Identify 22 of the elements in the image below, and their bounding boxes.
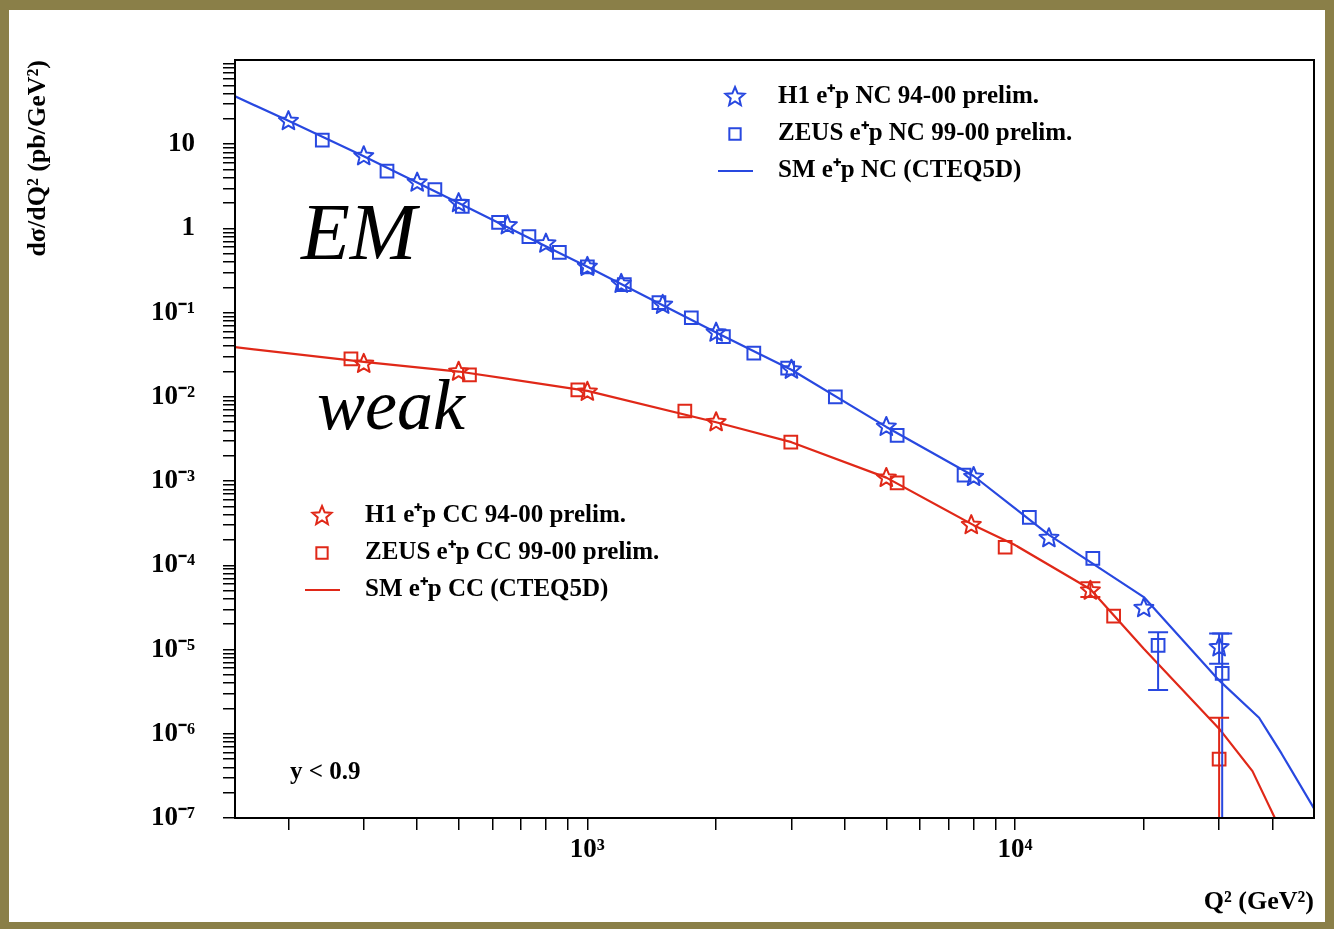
y-axis-title: dσ/dQ² (pb/GeV²) <box>22 60 52 257</box>
y-tick-label: 10⁻⁴ <box>150 548 195 579</box>
x-tick-label: 10⁴ <box>997 833 1033 864</box>
x-tick-label: 10³ <box>569 833 605 864</box>
legend-label: SM e⁺p CC (CTEQ5D) <box>365 574 609 603</box>
y-tick-label: 10⁻⁵ <box>150 632 195 663</box>
legend-label: H1 e⁺p CC 94-00 prelim. <box>365 500 626 528</box>
y-tick-label: 1 <box>181 211 195 242</box>
y-tick-label: 10⁻⁶ <box>150 716 195 747</box>
annotation: weak <box>317 364 467 445</box>
annotation: EM <box>300 188 421 277</box>
y-tick-label: 10⁻¹ <box>150 295 195 326</box>
legend-label: SM e⁺p NC (CTEQ5D) <box>778 155 1022 184</box>
y-tick-label: 10⁻² <box>150 379 195 410</box>
y-tick-label: 10⁻⁷ <box>150 800 195 831</box>
annotation: y < 0.9 <box>290 757 361 785</box>
y-tick-label: 10 <box>168 127 195 158</box>
legend-label: ZEUS e⁺p NC 99-00 prelim. <box>778 118 1073 146</box>
legend-label: ZEUS e⁺p CC 99-00 prelim. <box>365 537 660 565</box>
y-tick-label: 10⁻³ <box>150 464 195 495</box>
legend-label: H1 e⁺p NC 94-00 prelim. <box>778 81 1039 109</box>
x-axis-title: Q² (GeV²) <box>1203 886 1314 916</box>
